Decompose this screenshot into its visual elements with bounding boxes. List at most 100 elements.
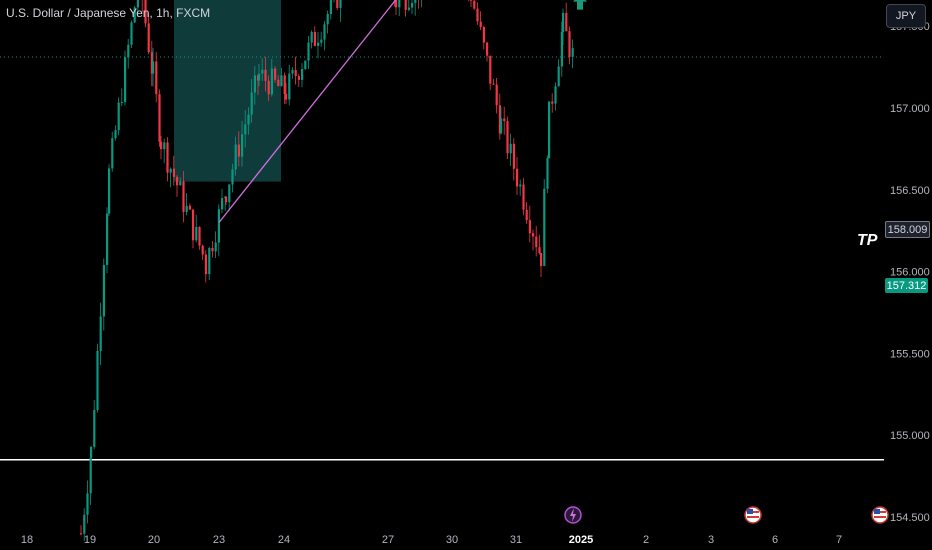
candle-down [80,533,83,535]
candle-up [270,68,273,95]
candle-up [133,7,136,23]
candle-up [548,101,551,159]
x-tick-label: 2025 [569,534,593,546]
candle-up [234,144,237,170]
trendline [218,0,397,223]
candle-down [522,184,525,210]
tp-price-tag: 158.009 [885,221,930,238]
candle-up [231,169,234,185]
candle-up [83,514,86,534]
candle-down [568,31,571,57]
candle-down [192,209,195,241]
candle-down [313,31,316,46]
us-flag-event-icon[interactable] [871,506,889,524]
candle-down [486,42,489,56]
candle-up [241,134,244,157]
currency-button[interactable]: JPY [886,4,926,28]
candle-up [89,457,92,494]
candle-down [489,55,492,84]
y-tick-label: 156.000 [890,267,930,279]
x-tick-label: 23 [213,534,225,546]
candle-down [264,69,267,81]
candle-down [205,270,208,275]
candle-down [237,144,240,157]
candle-down [211,247,214,252]
candle-up [339,0,342,8]
candle-down [404,0,407,10]
lightning-event-icon[interactable] [564,506,582,524]
x-tick-label: 20 [148,534,160,546]
candle-down [182,181,185,212]
candle-up [519,184,522,187]
candle-up [111,138,114,169]
candle-up [244,124,247,135]
candle-down [473,0,476,9]
candle-down [535,236,538,248]
x-tick-label: 27 [382,534,394,546]
candle-up [414,0,417,3]
candle-up [329,0,332,14]
y-tick-label: 156.500 [890,185,930,197]
candle-up [317,42,320,46]
candle-down [294,69,297,77]
candle-down [166,142,169,173]
long-position-zone [174,0,281,182]
candle-up [500,118,503,134]
candle-down [503,118,506,122]
x-tick-label: 30 [446,534,458,546]
candle-down [225,196,228,203]
candle-up [195,226,198,241]
candle-down [476,8,479,22]
candle-down [540,253,543,267]
us-flag-event-icon[interactable] [744,506,762,524]
candle-up [102,264,105,317]
candle-down [283,75,286,95]
y-axis[interactable]: 154.500 155.000 155.500 156.000 156.500 157.0… [890,0,930,524]
chart-title: U.S. Dollar / Japanese Yen, 1h, FXCM [6,6,211,20]
y-tick-label: 154.500 [890,512,930,524]
candle-down [498,105,501,134]
candle-down [176,176,179,186]
arrows-layer [573,0,587,10]
candle-up [86,493,89,515]
candle-down [144,0,147,24]
candle-up [169,168,172,173]
candle-down [482,27,485,43]
x-tick-label: 19 [84,534,96,546]
candle-down [479,21,482,28]
candle-up [571,48,574,57]
y-tick-label: 155.000 [890,430,930,442]
candle-up [228,184,231,203]
candle-up [301,69,304,80]
candle-up [106,213,109,265]
candle-down [528,220,531,234]
candle-up [185,205,188,212]
candle-up [291,69,294,74]
up-arrow-icon [573,0,587,10]
candle-up [407,7,410,10]
event-icons-layer[interactable] [564,506,889,524]
x-tick-label: 31 [510,534,522,546]
candle-up [543,188,546,267]
candle-up [398,0,401,8]
candle-down [506,121,509,154]
candle-up [127,44,130,58]
candle-up [320,39,323,43]
candle-down [150,52,153,74]
tp-label: TP [857,232,878,249]
candle-up [326,13,329,25]
candle-up [179,181,182,186]
candle-down [297,76,300,80]
candle-up [261,69,264,74]
candle-up [411,2,414,8]
candle-up [280,75,283,87]
candle-up [163,142,166,150]
x-tick-label: 2 [643,534,649,546]
candle-down [277,79,280,87]
candles-layer [80,0,574,542]
trendline-layer [218,0,397,223]
x-axis[interactable]: 18 19 20 23 24 27 30 31 2025 2 3 6 7 [21,534,842,546]
candle-down [470,0,473,1]
